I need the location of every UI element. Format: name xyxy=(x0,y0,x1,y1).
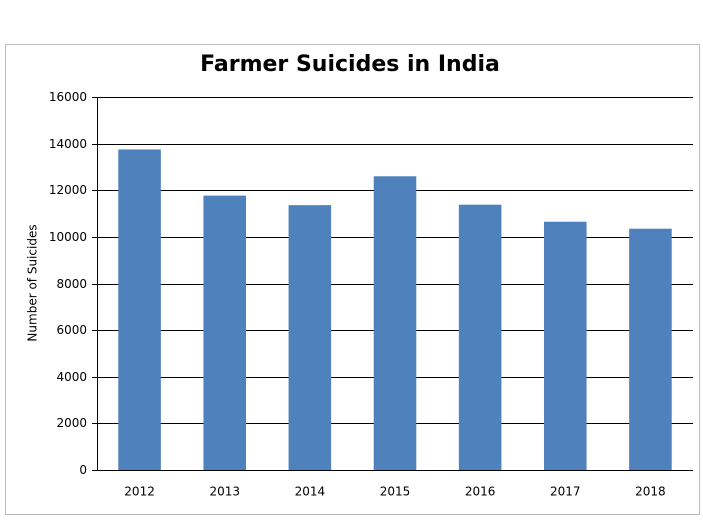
y-tick-label: 16000 xyxy=(49,90,87,104)
x-tick-label: 2017 xyxy=(550,485,581,499)
x-tick-label: 2018 xyxy=(635,485,666,499)
x-tick-label: 2015 xyxy=(380,485,411,499)
x-tick-label: 2016 xyxy=(465,485,496,499)
chart-title: Farmer Suicides in India xyxy=(200,52,500,77)
bar xyxy=(118,149,161,470)
y-tick-label: 4000 xyxy=(56,370,87,384)
x-tick-label: 2014 xyxy=(295,485,326,499)
bar xyxy=(458,204,502,471)
bar xyxy=(373,176,417,470)
y-tick-label: 14000 xyxy=(49,137,87,151)
y-tick-label: 8000 xyxy=(56,277,87,291)
bar xyxy=(203,195,246,470)
y-axis-label: Number of Suicides xyxy=(26,224,40,341)
y-tick-label: 0 xyxy=(79,463,87,477)
y-tick-label: 10000 xyxy=(49,230,87,244)
y-tick-label: 2000 xyxy=(56,416,87,430)
bar xyxy=(544,221,587,470)
y-tick-label: 12000 xyxy=(49,183,87,197)
y-tick-label: 6000 xyxy=(56,323,87,337)
x-tick-label: 2012 xyxy=(124,485,155,499)
bar xyxy=(288,205,332,471)
x-tick-label: 2013 xyxy=(209,485,240,499)
chart-border xyxy=(5,44,700,515)
bar xyxy=(629,228,672,470)
